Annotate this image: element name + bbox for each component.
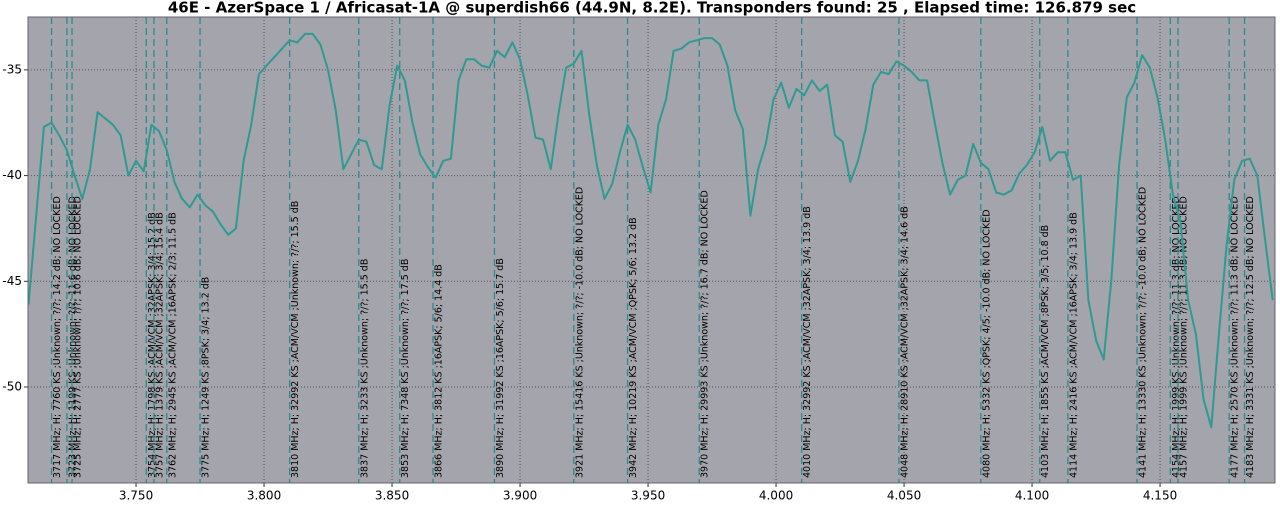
- x-tick-label: 4.100: [1015, 489, 1049, 503]
- transponder-label: 3725 MHz; H; 2777 KS ;Unknown; ?/?; 10.6…: [73, 196, 84, 478]
- transponder-label: 4080 MHz; H; 5332 KS ;QPSK; 4/5; -10.0 d…: [981, 209, 992, 478]
- transponder-label: 4183 MHz; H; 3331 KS ;Unknown; ?/?; 12.5…: [1245, 196, 1256, 478]
- transponder-label: 4177 MHz; H; 2570 KS ;Unknown; ?/?; 11.3…: [1230, 196, 1241, 478]
- transponder-label: 4010 MHz; H; 32992 KS ;ACM/VCM ;32APSK; …: [802, 206, 813, 478]
- x-tick-label: 4.150: [1143, 489, 1177, 503]
- transponder-label: 3754 MHz; H; 1798 KS ;ACM/VCM ;32APSK; 3…: [147, 212, 158, 478]
- transponder-label: 4157 MHz; H; 1999 KS ;Unknown; ?/?; 11.3…: [1178, 196, 1189, 478]
- transponder-label: 4154 MHz; H; 1999 KS ;Unknown; ?/?; 11.3…: [1171, 196, 1182, 478]
- x-tick-label: 3.900: [503, 489, 537, 503]
- x-tick-label: 3.800: [247, 489, 281, 503]
- transponder-label: 3762 MHz; H; 2945 KS ;ACM/VCM ;16APSK; 2…: [167, 212, 178, 478]
- spectrum-line: [27, 32, 1274, 429]
- transponder-label: 4048 MHz; H; 28910 KS ;ACM/VCM ;32APSK; …: [899, 206, 910, 478]
- transponder-label: 3890 MHz; H; 31992 KS ;16APSK; 5/6; 15.7…: [495, 258, 506, 478]
- x-tick-label: 4.000: [759, 489, 793, 503]
- x-tick-label: 4.050: [887, 489, 921, 503]
- transponder-label: 3757 MHz; H; 1379 KS ;ACM/VCM ;32APSK; 3…: [154, 212, 165, 478]
- y-tick-label: -40: [2, 168, 22, 182]
- y-tick-label: -45: [2, 274, 22, 288]
- transponder-label: 3942 MHz; H; 10219 KS ;ACM/VCM ;QPSK; 5/…: [628, 217, 639, 478]
- transponder-label: 3837 MHz; H; 3233 KS ;Unknown; ?/?; 15.5…: [359, 259, 370, 478]
- transponder-label: 3717 MHz; H; 7760 KS ;Unknown; ?/?; 14.2…: [52, 196, 63, 478]
- plot-area: [28, 17, 1275, 483]
- transponder-label: 3723 MHz; H; 1199 KS ;Unknown; ?/?; 11.6…: [67, 196, 78, 478]
- plot-border: [27, 16, 1276, 484]
- transponder-label: 4114 MHz; H; 2416 KS ;ACM/VCM ;16APSK; 3…: [1068, 212, 1079, 478]
- transponder-label: 3866 MHz; H; 3812 KS ;16APSK; 5/6; 14.4 …: [433, 264, 444, 478]
- chart-title: 46E - AzerSpace 1 / Africasat-1A @ super…: [168, 0, 1136, 17]
- transponder-label: 3810 MHz; H; 32992 KS ;ACM/VCM ;Unknown;…: [290, 201, 301, 478]
- transponder-label: 3853 MHz; H; 7348 KS ;Unknown; ?/?; 17.5…: [400, 259, 411, 478]
- transponder-label: 3775 MHz; H; 1249 KS ;8PSK; 3/4; 13.2 dB: [201, 277, 212, 478]
- y-tick-label: -35: [2, 62, 22, 76]
- transponder-label: 3970 MHz; H; 29993 KS ;Unknown; ?/?; 16.…: [700, 190, 711, 478]
- x-tick-label: 3.850: [375, 489, 409, 503]
- y-tick-label: -50: [2, 380, 22, 394]
- x-tick-label: 3.950: [631, 489, 665, 503]
- transponder-label: 4103 MHz; H; 1855 KS ;ACM/VCM ;8PSK; 3/5…: [1040, 225, 1051, 478]
- transponder-label: 3921 MHz; H; 15416 KS ;Unknown; ?/?; -10…: [574, 187, 585, 478]
- transponder-label: 4141 MHz; H; 13330 KS ;Unknown; ?/?; -10…: [1138, 187, 1149, 478]
- x-tick-label: 3.750: [119, 489, 153, 503]
